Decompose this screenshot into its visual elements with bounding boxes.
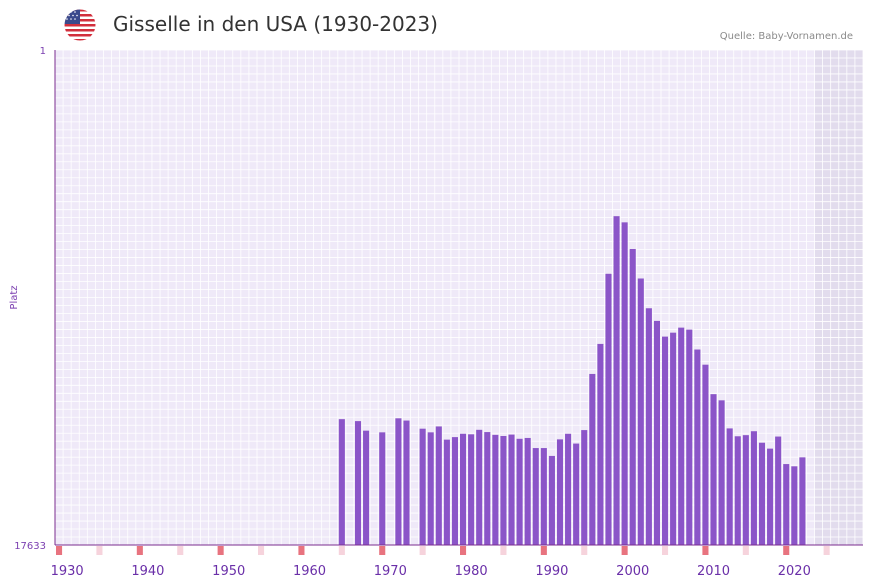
x-tick-label-1930: 1930	[51, 564, 84, 579]
plot-background	[54, 49, 864, 546]
bar-1980	[468, 434, 475, 545]
year-marker-1999	[621, 546, 628, 555]
bar-1994	[581, 430, 588, 545]
bar-2006	[678, 327, 685, 545]
year-marker-2004	[662, 546, 669, 555]
chart-title: Gisselle in den USA (1930-2023)	[113, 12, 438, 36]
bar-1978	[451, 437, 458, 545]
bar-1972	[403, 420, 410, 545]
bar-1996	[597, 343, 604, 545]
bar-2007	[686, 329, 693, 545]
x-tick-label-1960: 1960	[293, 564, 326, 579]
bar-1998	[613, 216, 620, 546]
bar-1984	[500, 435, 507, 545]
bar-2010	[710, 394, 717, 545]
x-tick-label-1940: 1940	[131, 564, 164, 579]
year-marker-1989	[540, 546, 547, 555]
year-marker-1949	[217, 546, 224, 555]
year-marker-1974	[419, 546, 426, 555]
y-tick-label-top: 1	[40, 46, 46, 57]
year-marker-2009	[702, 546, 709, 555]
usa-flag-icon	[64, 9, 96, 41]
bar-2005	[670, 332, 677, 545]
bar-1964	[338, 419, 345, 545]
y-tick-label-bottom: 17633	[14, 541, 46, 552]
year-marker-1984	[500, 546, 507, 555]
bar-2009	[702, 364, 709, 545]
bar-2002	[645, 308, 652, 545]
bar-2011	[718, 400, 725, 545]
year-marker-1954	[258, 546, 265, 555]
x-tick-label-1950: 1950	[212, 564, 245, 579]
bar-2004	[662, 336, 669, 545]
bar-1995	[589, 373, 596, 545]
year-marker-1994	[581, 546, 588, 555]
x-tick-label-1990: 1990	[535, 564, 568, 579]
year-marker-1929	[56, 546, 63, 555]
bar-1999	[621, 222, 628, 546]
bar-2013	[734, 436, 741, 545]
bar-1971	[395, 418, 402, 545]
bar-1990	[548, 455, 555, 545]
x-tick-label-1980: 1980	[455, 564, 488, 579]
bar-1986	[516, 438, 523, 545]
bar-1976	[435, 426, 442, 545]
y-axis-label: Platz	[9, 285, 20, 309]
bar-1983	[492, 434, 499, 545]
bar-2014	[742, 435, 749, 545]
bar-2020	[791, 466, 798, 545]
bar-series	[338, 216, 806, 546]
bar-2008	[694, 349, 701, 545]
bar-1979	[460, 433, 467, 545]
bar-1985	[508, 434, 515, 545]
year-marker-1979	[460, 546, 467, 555]
bar-2003	[653, 320, 660, 545]
bar-1988	[532, 448, 539, 545]
bar-1977	[443, 439, 450, 545]
bar-2017	[767, 448, 774, 545]
bar-1969	[379, 432, 386, 545]
year-marker-strip	[56, 546, 830, 555]
year-marker-1959	[298, 546, 305, 555]
year-marker-1939	[136, 546, 143, 555]
x-tick-label-2010: 2010	[697, 564, 730, 579]
bar-1982	[484, 432, 491, 545]
year-marker-1964	[338, 546, 345, 555]
x-tick-labels: 1930 1940 1950 1960 1970 1980 1990 2000 2010 2020	[51, 564, 811, 579]
bar-1989	[540, 448, 547, 545]
source-label: Quelle: Baby-Vornamen.de	[719, 31, 853, 42]
bar-2018	[775, 436, 782, 545]
bar-2000	[629, 249, 636, 545]
year-marker-2024	[823, 546, 830, 555]
bar-1966	[354, 421, 362, 545]
bar-1987	[524, 437, 531, 545]
bar-2021	[799, 457, 806, 545]
bar-1993	[573, 443, 580, 545]
bar-2019	[783, 464, 790, 545]
year-marker-2014	[742, 546, 749, 555]
bar-1974	[419, 428, 426, 545]
bar-2012	[726, 428, 733, 545]
bar-2015	[750, 431, 757, 545]
year-marker-2019	[783, 546, 790, 555]
x-tick-label-2020: 2020	[778, 564, 811, 579]
year-marker-1944	[177, 546, 184, 555]
year-marker-1969	[379, 546, 386, 555]
bar-1981	[476, 429, 483, 545]
bar-2001	[637, 278, 644, 545]
bar-1991	[556, 439, 564, 545]
x-tick-label-1970: 1970	[374, 564, 407, 579]
bar-1997	[605, 273, 612, 545]
x-tick-label-2000: 2000	[616, 564, 649, 579]
bar-1992	[565, 433, 572, 545]
bar-1975	[427, 432, 434, 545]
year-marker-1934	[96, 546, 103, 555]
bar-2016	[758, 442, 766, 545]
bar-1967	[363, 430, 370, 545]
